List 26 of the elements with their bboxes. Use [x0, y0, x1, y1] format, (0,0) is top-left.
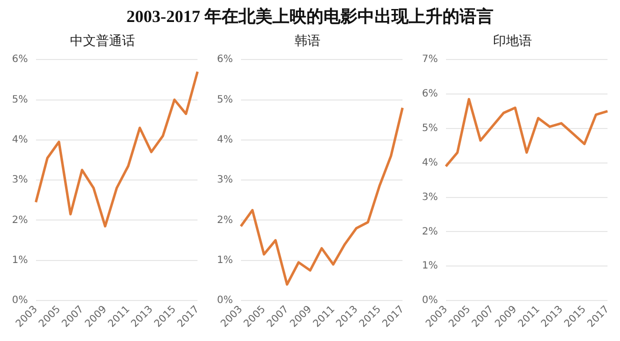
text: 2003-2017 年在北美上映的电影中出现上升的语言 — [126, 6, 494, 28]
y-tick-label: 3% — [216, 174, 233, 186]
chart-subtitle: 中文普通话 — [70, 33, 135, 50]
y-tick-label: 1% — [216, 254, 233, 266]
y-tick-label: 4% — [422, 157, 438, 168]
y-tick-label: 6% — [12, 54, 28, 66]
y-tick-label: 5% — [12, 94, 28, 106]
y-tick-label: 1% — [12, 254, 28, 266]
y-tick-label: 7% — [422, 54, 438, 66]
y-tick-label: 0% — [422, 295, 438, 306]
y-tick-label: 2% — [12, 214, 28, 226]
chart-subtitle: 印地语 — [493, 34, 532, 50]
y-tick-label: 3% — [422, 192, 438, 203]
y-tick-label: 2% — [216, 214, 233, 226]
y-tick-label: 1% — [422, 260, 438, 272]
y-tick-label: 0% — [216, 295, 233, 306]
y-tick-label: 5% — [422, 123, 438, 134]
y-tick-label: 0% — [12, 295, 28, 306]
y-tick-label: 3% — [12, 174, 28, 186]
y-tick-label: 5% — [216, 94, 233, 106]
y-tick-label: 4% — [12, 134, 28, 146]
y-tick-label: 6% — [422, 88, 438, 100]
y-tick-label: 4% — [216, 134, 233, 146]
y-tick-label: 6% — [216, 54, 233, 66]
chart-subtitle: 韩语 — [294, 34, 320, 50]
y-tick-label: 2% — [422, 226, 438, 238]
